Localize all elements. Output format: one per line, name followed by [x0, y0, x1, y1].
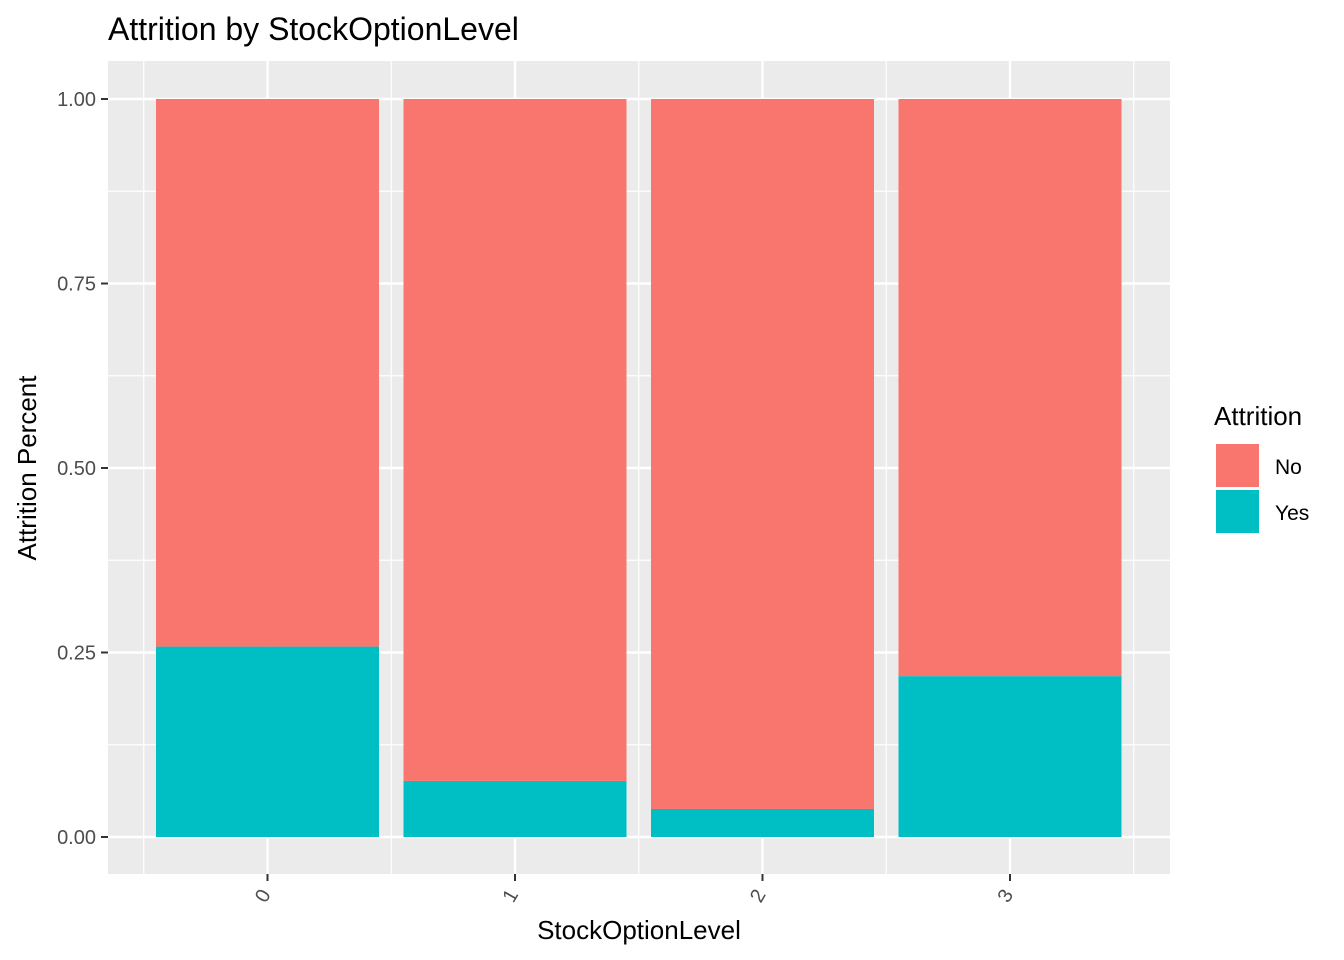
y-axis-title: Attrition Percent [12, 375, 42, 561]
legend-label-yes: Yes [1275, 502, 1309, 525]
bar-yes-3 [898, 676, 1122, 837]
legend-key-no [1216, 444, 1259, 487]
y-tick-label: 1.00 [57, 89, 96, 111]
bar-yes-2 [651, 808, 874, 837]
legend: Attrition No Yes [1214, 401, 1309, 533]
y-tick-label: 0.50 [57, 458, 96, 480]
legend-label-no: No [1275, 456, 1302, 479]
x-tick-label: 3 [993, 886, 1018, 907]
bars [156, 99, 1122, 837]
bar-no-2 [651, 99, 874, 809]
y-axis: 0.00 0.25 0.50 0.75 1.00 [57, 89, 108, 849]
chart-title: Attrition by StockOptionLevel [108, 11, 519, 47]
legend-key-yes [1216, 490, 1259, 533]
bar-yes-0 [156, 646, 379, 837]
bar-no-3 [898, 99, 1122, 677]
x-axis-title: StockOptionLevel [537, 915, 741, 945]
x-tick-label: 0 [251, 886, 276, 907]
bar-yes-1 [403, 780, 627, 837]
y-tick-label: 0.75 [57, 274, 96, 296]
bar-no-0 [156, 99, 379, 647]
y-tick-label: 0.25 [57, 643, 96, 665]
y-tick-label: 0.00 [57, 827, 96, 849]
legend-title: Attrition [1214, 401, 1302, 431]
bar-no-1 [403, 99, 627, 781]
x-tick-label: 1 [498, 886, 523, 907]
x-axis: 0 1 2 3 [251, 874, 1018, 906]
x-tick-label: 2 [746, 886, 771, 907]
